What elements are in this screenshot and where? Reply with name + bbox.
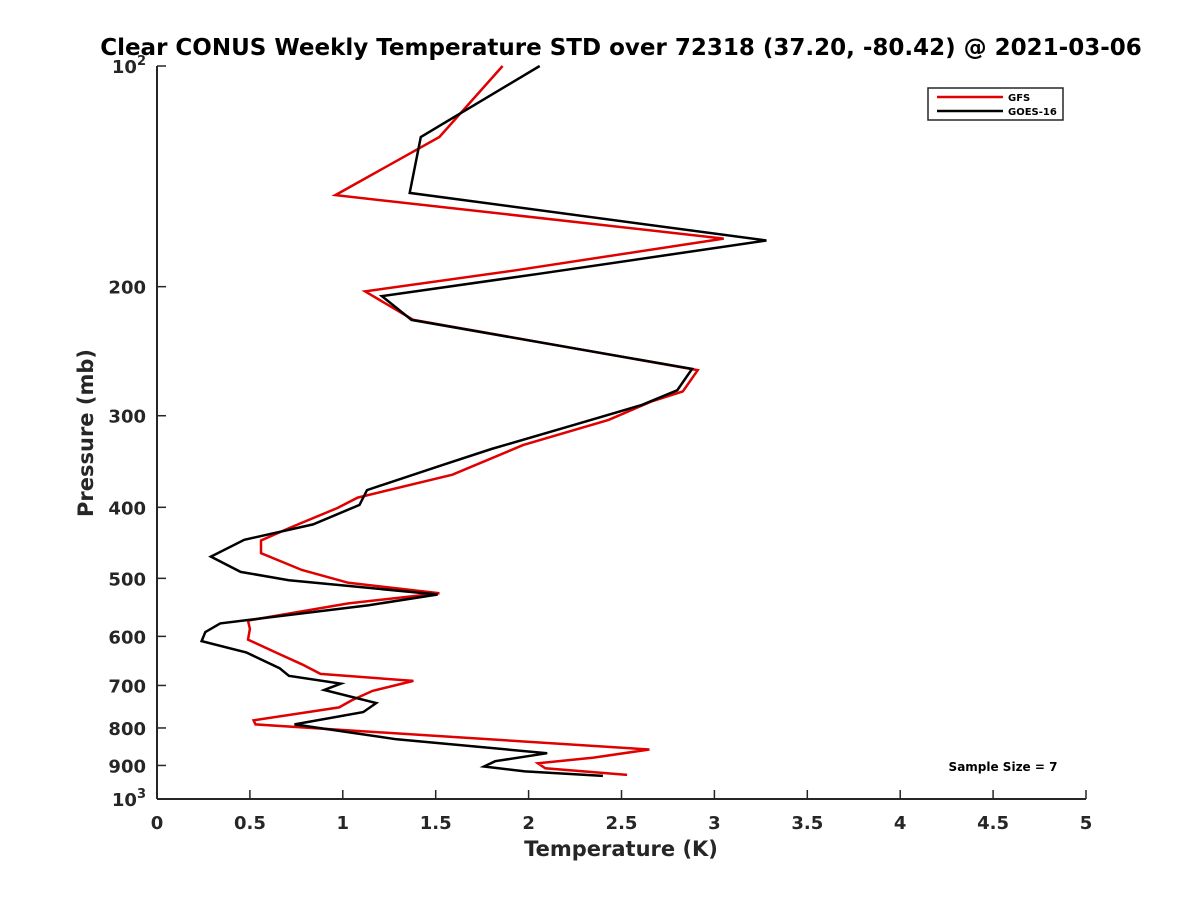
- x-tick-label: 4: [894, 813, 907, 834]
- legend-label-goes16: GOES-16: [1008, 107, 1057, 118]
- x-tick-label: 0.5: [234, 813, 266, 834]
- y-tick-label: 800: [108, 719, 146, 740]
- x-tick-label: 3.5: [791, 813, 823, 834]
- legend-label-gfs: GFS: [1008, 93, 1030, 104]
- x-tick-label: 2.5: [606, 813, 638, 834]
- x-tick-label: 0: [151, 813, 164, 834]
- series-line-goes-16: [199, 64, 767, 778]
- y-axis-label: Pressure (mb): [74, 349, 98, 517]
- y-tick-label: 500: [108, 569, 146, 590]
- x-axis-label: Temperature (K): [524, 837, 718, 861]
- x-tick-label: 1: [337, 813, 350, 834]
- y-tick-label: 300: [108, 407, 146, 428]
- y-tick-label: 900: [108, 756, 146, 777]
- legend-box: [927, 87, 1064, 121]
- x-axis-ticks: 0 0.5 1 1.5 2 2.5 3 3.5 4 4.5 5: [151, 790, 1093, 834]
- legend: GFS GOES-16: [927, 87, 1064, 121]
- x-tick-label: 5: [1080, 813, 1093, 834]
- x-tick-label: 3: [708, 813, 721, 834]
- y-tick-label: 400: [108, 498, 146, 519]
- y-tick-label: 102: [112, 54, 146, 78]
- y-tick-label: 103: [112, 787, 146, 811]
- series-lines: [199, 64, 767, 778]
- x-tick-label: 2: [522, 813, 535, 834]
- x-tick-label: 1.5: [420, 813, 452, 834]
- chart-title: Clear CONUS Weekly Temperature STD over …: [100, 35, 1142, 61]
- x-tick-label: 4.5: [977, 813, 1009, 834]
- y-tick-label: 700: [108, 676, 146, 697]
- y-tick-label: 600: [108, 627, 146, 648]
- y-tick-label: 200: [108, 278, 146, 299]
- sample-size-annotation: Sample Size = 7: [949, 760, 1058, 774]
- y-axis-ticks: 102 200 300 400 500 600 700 800 900 103: [108, 54, 166, 811]
